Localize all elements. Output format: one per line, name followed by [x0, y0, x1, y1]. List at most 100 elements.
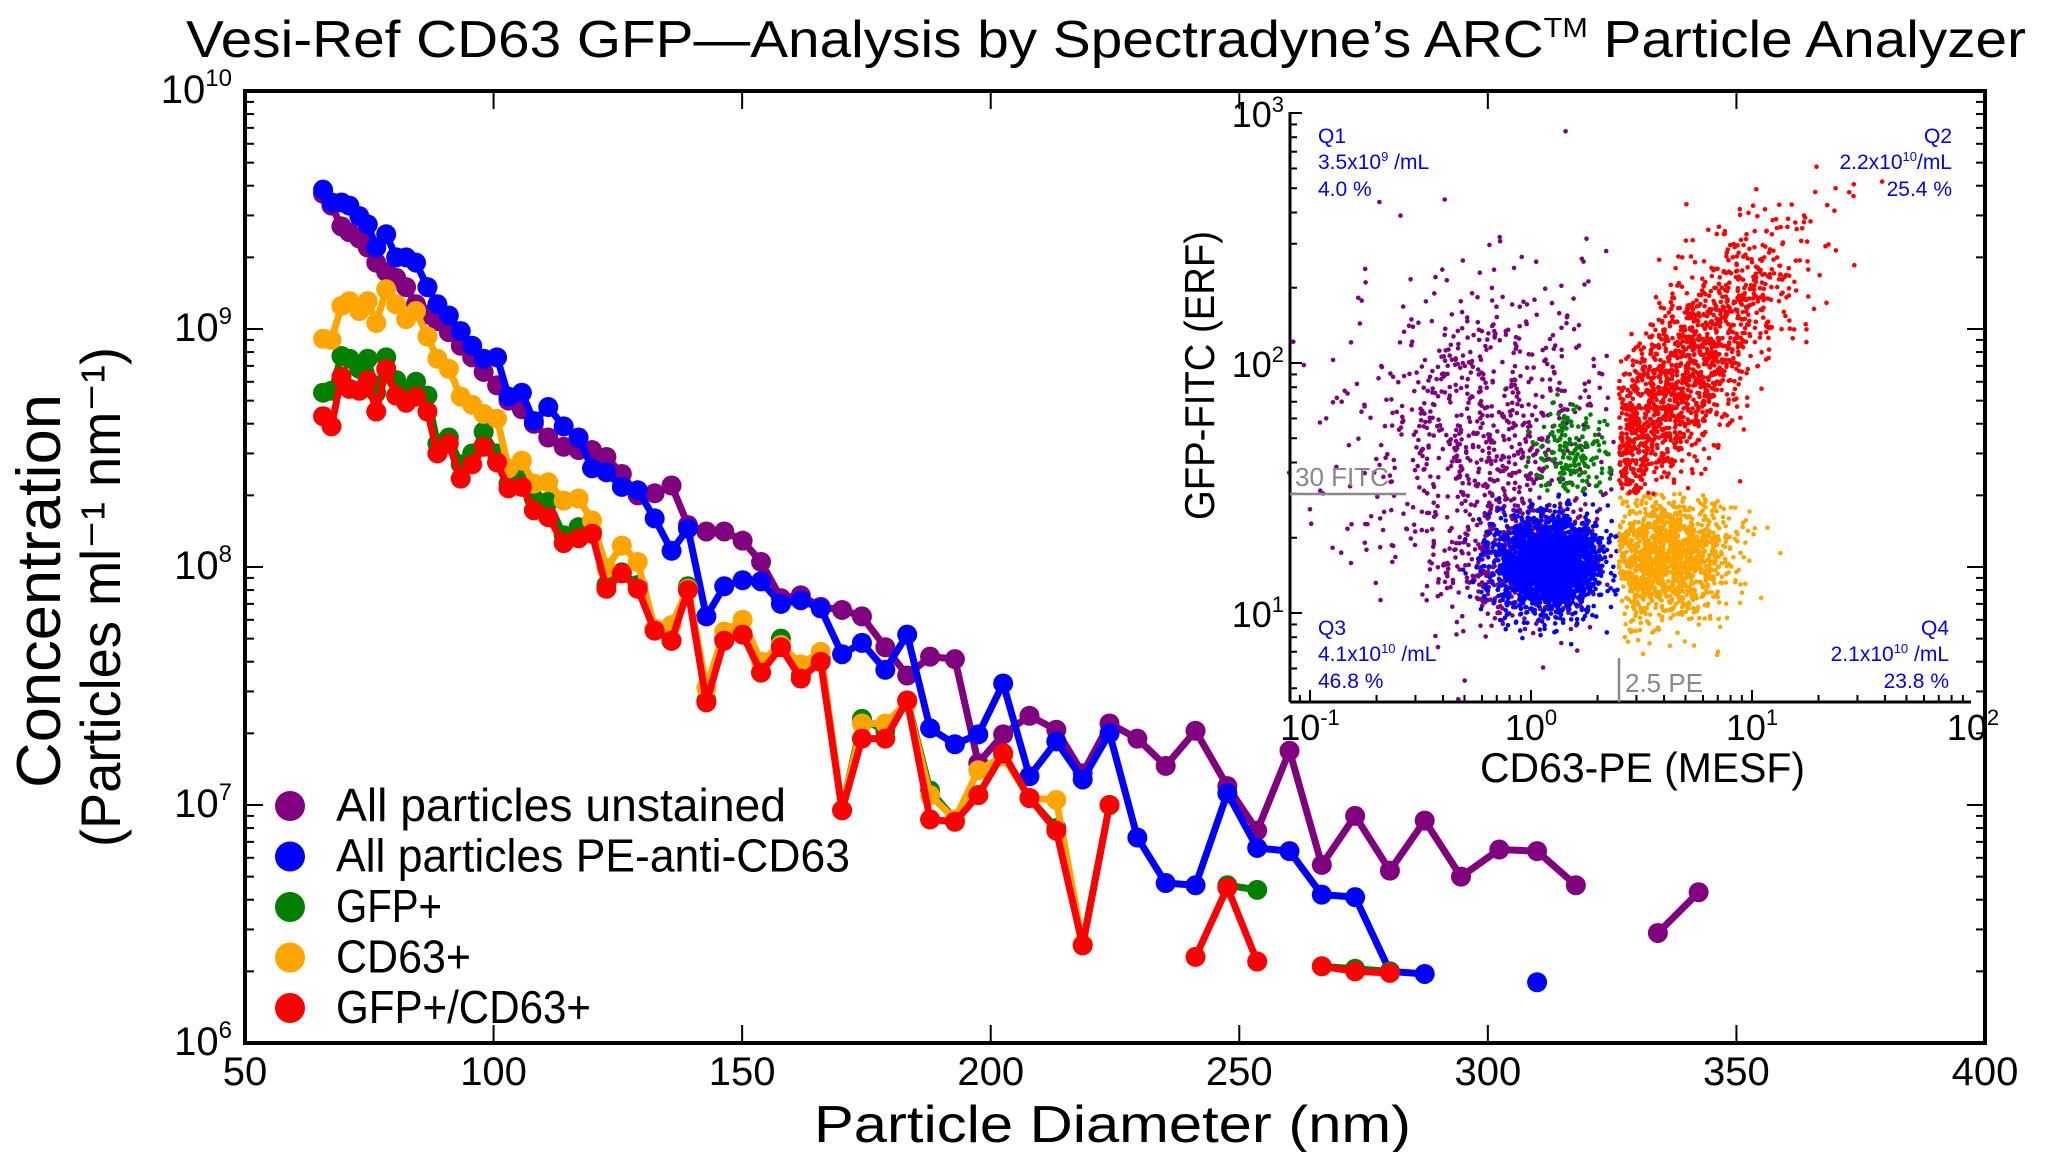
- scatter-point: [1474, 460, 1480, 465]
- scatter-point: [1573, 454, 1579, 460]
- scatter-point: [1556, 310, 1562, 316]
- scatter-point: [1497, 610, 1503, 616]
- scatter-point: [1559, 578, 1565, 583]
- data-point: [677, 580, 698, 601]
- scatter-point: [1428, 474, 1433, 479]
- data-point: [1099, 795, 1120, 815]
- scatter-point: [1442, 548, 1447, 553]
- scatter-point: [1459, 501, 1464, 506]
- scatter-point: [1549, 300, 1555, 306]
- scatter-point: [1547, 517, 1553, 523]
- data-point: [1019, 705, 1040, 726]
- scatter-point: [1568, 419, 1574, 425]
- scatter-point: [1433, 274, 1438, 280]
- scatter-point: [1496, 568, 1501, 574]
- data-point: [376, 279, 397, 300]
- scatter-point: [1468, 502, 1474, 507]
- scatter-point: [1564, 517, 1569, 523]
- scatter-point: [1323, 416, 1329, 421]
- scatter-point: [1518, 611, 1524, 617]
- scatter-point: [1485, 432, 1491, 437]
- scatter-point: [1446, 396, 1452, 402]
- scatter-point: [1558, 612, 1564, 617]
- y-tick-label-base: 10: [174, 1020, 219, 1064]
- data-point: [851, 713, 872, 734]
- scatter-point: [1478, 557, 1483, 562]
- scatter-point: [1502, 488, 1507, 494]
- scatter-point: [1476, 372, 1482, 377]
- scatter-point: [1494, 454, 1500, 459]
- data-point: [386, 294, 407, 315]
- data-point: [1185, 720, 1206, 741]
- scatter-point: [1518, 606, 1524, 611]
- scatter-point: [1488, 345, 1493, 350]
- scatter-point: [1513, 530, 1519, 535]
- scatter-point: [1380, 527, 1386, 533]
- scatter-point: [1513, 519, 1519, 524]
- y-axis-label-line2: (Particles ml⁻¹ nm⁻¹): [69, 347, 132, 847]
- scatter-point: [1427, 559, 1432, 564]
- data-point: [1046, 820, 1067, 841]
- scatter-point: [1364, 547, 1369, 553]
- scatter-point: [1582, 613, 1588, 619]
- scatter-point: [1512, 433, 1518, 438]
- scatter-point: [1517, 485, 1522, 490]
- scatter-point: [1453, 382, 1458, 388]
- scatter-point: [1580, 434, 1585, 439]
- scatter-point: [1506, 426, 1512, 432]
- scatter-point: [1582, 555, 1588, 561]
- data-point: [1379, 860, 1400, 881]
- scatter-point: [1500, 359, 1505, 365]
- scatter-point: [1435, 394, 1441, 399]
- scatter-point: [1466, 542, 1471, 548]
- scatter-point: [1496, 558, 1501, 563]
- scatter-point: [1473, 483, 1479, 488]
- scatter-point: [1595, 562, 1600, 568]
- scatter-point: [1408, 536, 1414, 541]
- data-point: [611, 563, 632, 584]
- scatter-point: [1465, 585, 1470, 591]
- scatter-point: [1510, 545, 1516, 550]
- scatter-point: [1571, 509, 1576, 514]
- data-point: [1527, 972, 1548, 993]
- data-point: [487, 452, 508, 473]
- scatter-point: [1613, 592, 1618, 597]
- scatter-point: [1576, 566, 1581, 571]
- scatter-point: [1362, 540, 1368, 546]
- scatter-point: [1523, 550, 1528, 555]
- scatter-point: [1454, 632, 1459, 637]
- scatter-point: [1490, 564, 1496, 569]
- scatter-point: [1591, 356, 1596, 362]
- scatter-point: [1500, 606, 1505, 611]
- scatter-point: [1506, 436, 1512, 442]
- scatter-point: [1422, 401, 1427, 406]
- scatter-point: [1462, 363, 1468, 369]
- scatter-point: [1511, 600, 1516, 605]
- scatter-point: [1542, 358, 1547, 364]
- scatter-point: [1515, 577, 1520, 582]
- scatter-point: [1622, 634, 1628, 640]
- scatter-point: [1359, 298, 1364, 303]
- data-point: [661, 540, 682, 561]
- scatter-point: [1567, 480, 1573, 485]
- scatter-point: [1561, 484, 1566, 489]
- scatter-point: [1598, 489, 1603, 495]
- data-point: [732, 624, 753, 645]
- scatter-point: [1561, 568, 1566, 573]
- scatter-point: [1480, 483, 1486, 489]
- scatter-point: [1387, 473, 1393, 478]
- scatter-point: [1419, 364, 1425, 369]
- scatter-point: [1567, 501, 1572, 507]
- scatter-point: [1390, 559, 1395, 565]
- scatter-point: [1544, 361, 1550, 367]
- scatter-point: [1390, 374, 1396, 380]
- scatter-point: [1566, 455, 1571, 461]
- scatter-point: [1509, 400, 1515, 406]
- scatter-point: [1479, 457, 1484, 463]
- scatter-point: [1506, 460, 1512, 465]
- scatter-point: [1463, 498, 1468, 504]
- y-tick-label-base: 10: [161, 68, 206, 112]
- data-point: [732, 570, 753, 591]
- scatter-point: [1612, 573, 1617, 579]
- x-tick-label: 300: [1454, 1050, 1521, 1094]
